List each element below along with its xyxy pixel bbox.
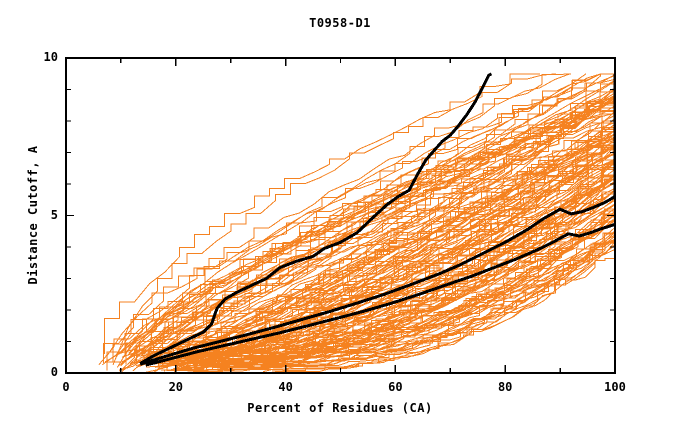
- ensemble-curve: [122, 107, 615, 358]
- ensemble-curve: [198, 193, 615, 366]
- ensemble-curve: [266, 233, 615, 371]
- ensemble-curve: [127, 73, 615, 356]
- ensemble-curve: [163, 122, 615, 359]
- ensemble-curve: [142, 158, 615, 365]
- ensemble-curve: [125, 99, 615, 365]
- ensemble-curve: [170, 176, 615, 358]
- ensemble-curve: [115, 73, 601, 356]
- ensemble-curve: [121, 74, 615, 372]
- ensemble-curve: [270, 219, 615, 364]
- y-tick-label: 5: [50, 207, 58, 222]
- x-tick-label: 0: [62, 380, 70, 394]
- highlight-curve: [139, 72, 493, 365]
- ensemble-curve: [193, 239, 615, 373]
- x-axis-label: Percent of Residues (CA): [247, 401, 433, 415]
- x-tick-label: 60: [388, 380, 403, 394]
- ensemble-curve: [180, 113, 615, 372]
- ensemble-curve: [164, 163, 615, 362]
- ensemble-curve: [112, 73, 557, 365]
- x-tick-label: 80: [497, 380, 513, 394]
- ensemble-curve: [153, 100, 615, 373]
- series-layer: [98, 72, 615, 373]
- page-title: T0958-D1: [309, 16, 371, 30]
- x-tick-label: 100: [604, 380, 626, 394]
- ensemble-curve: [278, 258, 615, 357]
- highlight-curve: [139, 194, 615, 366]
- ensemble-curve: [154, 132, 615, 364]
- ensemble-curve: [148, 80, 615, 362]
- ensemble-curve: [175, 109, 615, 355]
- y-tick-label: 10: [43, 50, 58, 64]
- ensemble-curve: [104, 73, 540, 355]
- ensemble-curve: [103, 73, 571, 364]
- ensemble-curve: [132, 73, 615, 355]
- ensemble-curve: [178, 234, 615, 357]
- x-tick-label: 40: [278, 380, 293, 394]
- ensemble-curve: [210, 232, 615, 356]
- ensemble-curve: [279, 230, 615, 373]
- ensemble-curve: [122, 73, 587, 358]
- ensemble-curve: [145, 73, 602, 365]
- ensemble-curve: [262, 241, 615, 373]
- highlight-curve: [145, 222, 615, 367]
- ensemble-curve: [164, 136, 615, 372]
- ensemble-curve: [143, 141, 615, 362]
- axis-ticks: [65, 57, 616, 374]
- ensemble-curve: [179, 248, 615, 370]
- ensemble-curve: [128, 96, 615, 354]
- ensemble-curve: [164, 97, 615, 360]
- x-tick-label: 20: [168, 380, 184, 394]
- ensemble-curve: [205, 210, 615, 363]
- y-tick-label: 0: [50, 365, 58, 379]
